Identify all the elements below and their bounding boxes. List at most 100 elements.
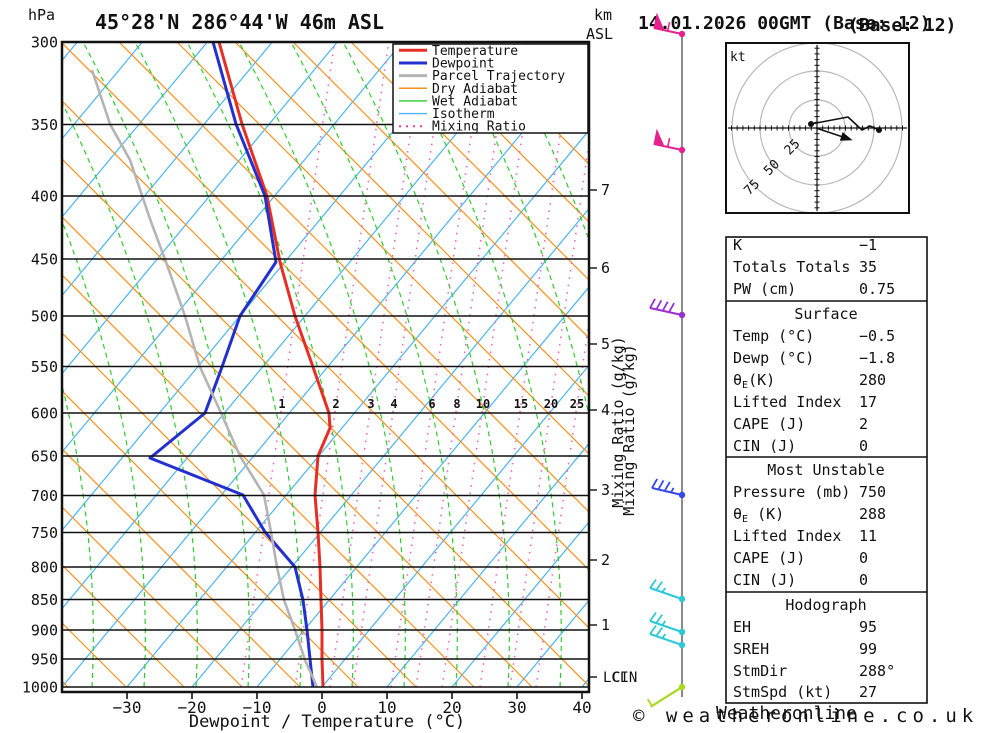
wind-barb-half-tick [661, 587, 667, 593]
altitude-unit-km-label: km [594, 6, 612, 24]
wet-adiabat-line [498, 42, 589, 242]
lcl-ghost-text: CIN [612, 670, 637, 686]
parcel-trajectory-curve [90, 69, 319, 688]
pressure-tick-label: 500 [31, 308, 58, 326]
dry-adiabat-line [234, 42, 589, 397]
legend-item-label: Dewpoint [432, 56, 495, 71]
km-tick-label: 6 [601, 259, 610, 277]
dry-adiabat-line [408, 42, 589, 223]
legend-item-label: Wet Adiabat [432, 94, 518, 109]
pressure-tick-label: 350 [31, 116, 58, 134]
table-row-label: Dewp (°C) [733, 349, 814, 367]
table-row-label: PW (cm) [733, 280, 796, 298]
km-tick-label: 7 [601, 181, 610, 199]
dry-adiabat-line [176, 42, 589, 455]
temp-tick-label: 20 [442, 698, 461, 717]
copyright-text: © weatheronline.co.uk [633, 705, 978, 727]
table-row-label: StmSpd (kt) [733, 683, 832, 701]
wind-barb-shaft [649, 620, 683, 633]
wind-barb-half-tick [670, 487, 675, 493]
station-title: 45°28'N 286°44'W 46m ASL [95, 10, 384, 34]
wind-barb-level-dot [678, 595, 686, 603]
table-row-label: Lifted Index [733, 393, 841, 411]
dry-adiabat-line [62, 42, 589, 571]
wind-barb-tick [666, 21, 671, 32]
wind-barb-tick [655, 614, 663, 624]
copyright-ghost-text: Weatheronline [716, 703, 857, 724]
wind-barb-level-dot [678, 146, 686, 154]
wind-barb-shaft-double [650, 687, 682, 708]
isotherm-line [62, 42, 533, 610]
table-row-value: 95 [859, 618, 877, 636]
legend-item-label: Isotherm [432, 107, 495, 122]
temp-tick-label: −30 [113, 698, 142, 717]
mixing-ratio-line [352, 42, 448, 688]
mixing-ratio-axis-label: Mixing Ratio (g/kg) [620, 344, 638, 516]
table-section-header: Hodograph [785, 596, 866, 614]
temp-tick-label: 30 [507, 698, 526, 717]
datetime-title: 14.01.2026 00GMT (Base: 12) [638, 13, 931, 34]
isotherm-line [62, 51, 589, 688]
storm-motion-arrow-shaft [815, 127, 847, 139]
isotherm-line [126, 129, 589, 688]
wet-adiabat-line [134, 42, 302, 688]
km-tick-label: 5 [601, 335, 610, 353]
wet-adiabat-line [82, 42, 250, 688]
sounding-curves [90, 42, 332, 688]
km-tick-label: 3 [601, 481, 610, 499]
pressure-tick-label: 650 [31, 448, 58, 466]
pressure-tick-label: 800 [31, 559, 58, 577]
wind-barb-tick [666, 137, 671, 148]
km-tick-label: 1 [601, 616, 610, 634]
wind-barb-tick [655, 299, 663, 310]
table-row-label: Temp (°C) [733, 327, 814, 345]
x-axis-title: Dewpoint / Temperature (°C) [189, 712, 465, 732]
wind-barb-tick [646, 698, 653, 707]
isotherm-line [62, 42, 338, 375]
wind-barb-shaft [651, 487, 683, 496]
dewpoint-curve [148, 42, 315, 688]
table-row-value: 288 [859, 505, 886, 523]
dry-adiabat-line [350, 42, 589, 281]
wind-barb-tick [649, 578, 657, 589]
temperature-curve [217, 42, 332, 688]
temp-tick-label: −20 [178, 698, 207, 717]
indices-table-box [725, 236, 928, 704]
pressure-unit-label: hPa [28, 6, 55, 24]
table-row-value: 0 [859, 571, 868, 589]
wind-barb-pennant [653, 12, 665, 31]
wet-adiabat-line [394, 42, 562, 688]
wind-barb-shaft [649, 307, 683, 316]
dry-adiabat-line [62, 100, 589, 629]
legend-item-label: Dry Adiabat [432, 82, 518, 97]
isotherm-line [191, 207, 589, 688]
dry-adiabat-line [62, 390, 359, 688]
table-row-value: 99 [859, 640, 877, 658]
isotherm-line [62, 42, 403, 453]
pressure-tick-label: 1000 [22, 679, 58, 697]
mixing-ratio-value-label: 6 [428, 397, 435, 411]
axes-layer: 3003504004505005506006507007508008509009… [22, 34, 610, 718]
wind-barb-tick [668, 302, 675, 313]
wind-barb-tick [651, 478, 658, 489]
wind-barb-tick [663, 481, 671, 492]
isotherm-line [321, 364, 589, 688]
dry-adiabat-line [292, 42, 589, 339]
table-row-label: CAPE (J) [733, 549, 805, 567]
table-section-header: Surface [794, 305, 857, 323]
wind-barb-shaft [649, 587, 683, 600]
table-row-label: Totals Totals [733, 258, 850, 276]
pressure-tick-label: 700 [31, 487, 58, 505]
table-row-label: EH [733, 618, 751, 636]
temp-tick-label: 10 [377, 698, 396, 717]
table-row-value: 0 [859, 549, 868, 567]
wind-barb-level-dot [678, 641, 686, 649]
wind-barb-level-dot [678, 30, 686, 38]
dry-adiabat-line [62, 448, 301, 688]
mixing-ratio-value-label: 15 [514, 397, 528, 411]
wind-barb-tick [649, 624, 657, 635]
wet-adiabat-line [62, 219, 146, 688]
isotherm-line [62, 42, 273, 297]
mixing-ratio-value-label: 2 [332, 397, 339, 411]
